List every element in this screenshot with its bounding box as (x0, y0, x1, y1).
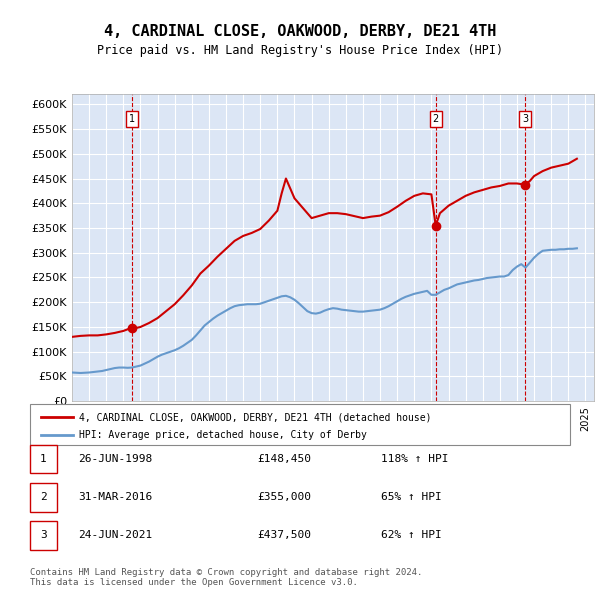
Text: £437,500: £437,500 (257, 530, 311, 540)
Text: 3: 3 (40, 530, 47, 540)
FancyBboxPatch shape (30, 404, 570, 445)
Text: 4, CARDINAL CLOSE, OAKWOOD, DERBY, DE21 4TH: 4, CARDINAL CLOSE, OAKWOOD, DERBY, DE21 … (104, 24, 496, 38)
Text: Contains HM Land Registry data © Crown copyright and database right 2024.
This d: Contains HM Land Registry data © Crown c… (30, 568, 422, 587)
Text: 118% ↑ HPI: 118% ↑ HPI (381, 454, 449, 464)
Text: 24-JUN-2021: 24-JUN-2021 (79, 530, 153, 540)
Text: 31-MAR-2016: 31-MAR-2016 (79, 492, 153, 502)
Text: 65% ↑ HPI: 65% ↑ HPI (381, 492, 442, 502)
FancyBboxPatch shape (30, 522, 57, 550)
Text: 2: 2 (40, 492, 47, 502)
Text: 3: 3 (522, 114, 528, 124)
Text: HPI: Average price, detached house, City of Derby: HPI: Average price, detached house, City… (79, 430, 367, 440)
Text: 62% ↑ HPI: 62% ↑ HPI (381, 530, 442, 540)
Text: 4, CARDINAL CLOSE, OAKWOOD, DERBY, DE21 4TH (detached house): 4, CARDINAL CLOSE, OAKWOOD, DERBY, DE21 … (79, 412, 431, 422)
Text: 26-JUN-1998: 26-JUN-1998 (79, 454, 153, 464)
FancyBboxPatch shape (30, 483, 57, 512)
Text: £355,000: £355,000 (257, 492, 311, 502)
FancyBboxPatch shape (30, 445, 57, 473)
Text: 1: 1 (128, 114, 135, 124)
Text: 1: 1 (40, 454, 47, 464)
Text: Price paid vs. HM Land Registry's House Price Index (HPI): Price paid vs. HM Land Registry's House … (97, 44, 503, 57)
Text: £148,450: £148,450 (257, 454, 311, 464)
Text: 2: 2 (433, 114, 439, 124)
